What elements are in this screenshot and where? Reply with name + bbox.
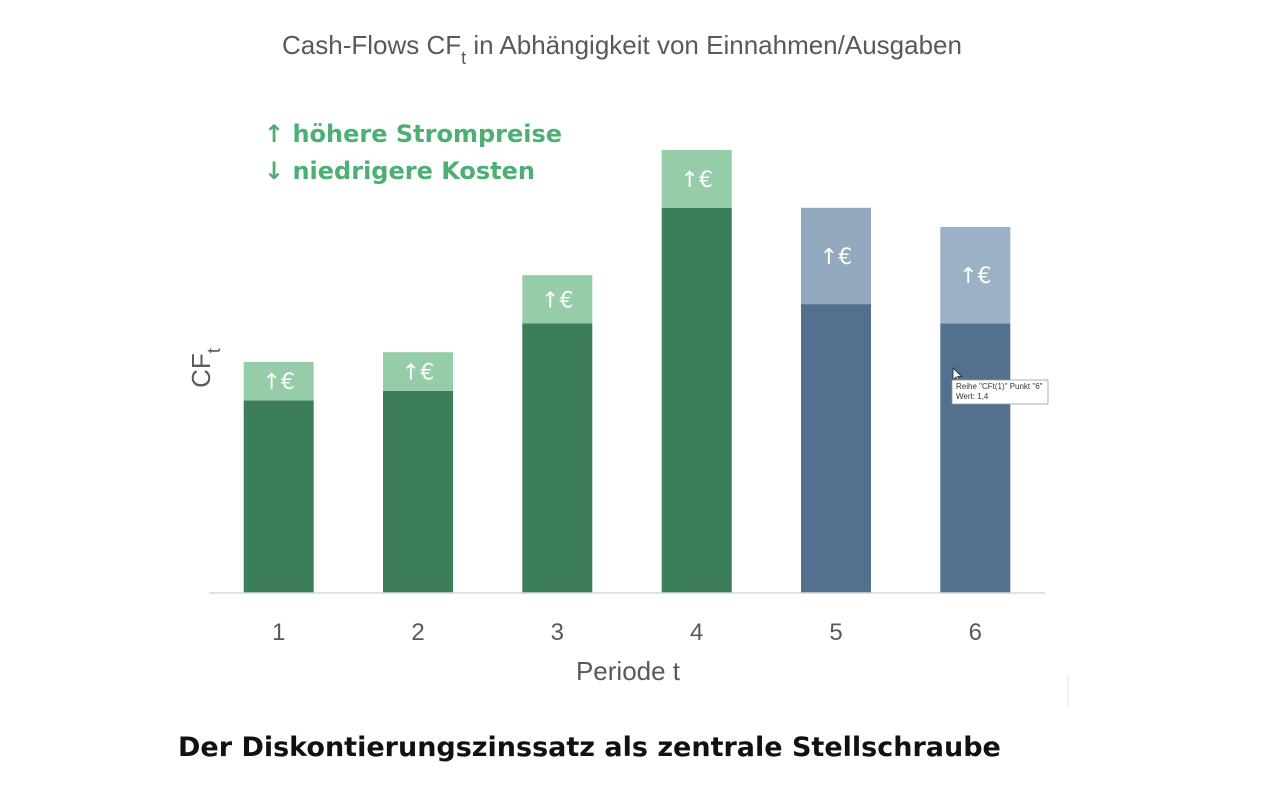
- tooltip-line-2: Wert: 1,4: [956, 392, 989, 401]
- x-tick-label-2: 2: [411, 619, 424, 646]
- bar-segment-1-period-5[interactable]: [801, 304, 871, 593]
- slide-caption: Der Diskontierungszinssatz als zentrale …: [178, 732, 1001, 763]
- x-ticks: 1 2 3 4 5 6: [272, 619, 982, 646]
- x-tick-label-4: 4: [690, 619, 703, 646]
- x-tick-label-5: 5: [829, 619, 842, 646]
- bar-segment-1-period-1[interactable]: [243, 400, 314, 593]
- bar-segment-2-period-4[interactable]: [661, 150, 732, 208]
- bar-segment-2-period-1[interactable]: [243, 361, 314, 401]
- bar-segment-1-period-2[interactable]: [383, 390, 453, 593]
- x-axis-title: Periode t: [576, 656, 681, 686]
- chart: Cash-Flows CFt in Abhängigkeit von Einna…: [186, 30, 1069, 706]
- x-tick-label-6: 6: [969, 619, 982, 646]
- y-axis-title-subscript: t: [204, 348, 224, 353]
- tooltip: Reihe "CFt(1)" Punkt "6" Wert: 1,4: [951, 367, 1049, 405]
- annotation-lower-costs: ↓ niedrigere Kosten: [264, 157, 535, 185]
- bar-label-period-3: ↑€: [541, 288, 573, 313]
- x-tick-label-1: 1: [272, 619, 285, 646]
- bars: ↑€ ↑€ ↑€ ↑€ ↑€ ↑€: [243, 150, 1011, 594]
- tooltip-box: [951, 379, 1049, 405]
- x-tick-label-3: 3: [551, 619, 564, 646]
- bar-label-period-2: ↑€: [402, 361, 434, 386]
- bar-label-period-5: ↑€: [820, 245, 852, 270]
- bar-segment-2-period-2[interactable]: [383, 352, 453, 391]
- chart-title-subscript: t: [461, 48, 466, 68]
- bar-segment-1-period-6[interactable]: [940, 323, 1011, 593]
- bar-segment-1-period-3[interactable]: [522, 323, 593, 593]
- chart-title-rest: in Abhängigkeit von Einnahmen/Ausgaben: [466, 30, 962, 60]
- tooltip-line-1: Reihe "CFt(1)" Punkt "6": [956, 382, 1043, 391]
- bar-segment-2-period-5[interactable]: [801, 207, 871, 305]
- chart-title-main: Cash-Flows CF: [282, 30, 461, 60]
- bar-label-period-6: ↑€: [959, 264, 991, 289]
- bar-label-period-1: ↑€: [262, 370, 294, 395]
- bar-segment-2-period-3[interactable]: [522, 275, 593, 324]
- y-axis-title-main: CF: [186, 353, 216, 388]
- y-axis-title: CFt: [186, 348, 224, 388]
- chart-title: Cash-Flows CFt in Abhängigkeit von Einna…: [282, 30, 962, 68]
- bar-segment-1-period-4[interactable]: [661, 207, 732, 594]
- annotation-higher-prices: ↑ höhere Strompreise: [264, 120, 562, 148]
- bar-segment-2-period-6[interactable]: [940, 227, 1011, 324]
- bar-label-period-4: ↑€: [680, 168, 712, 193]
